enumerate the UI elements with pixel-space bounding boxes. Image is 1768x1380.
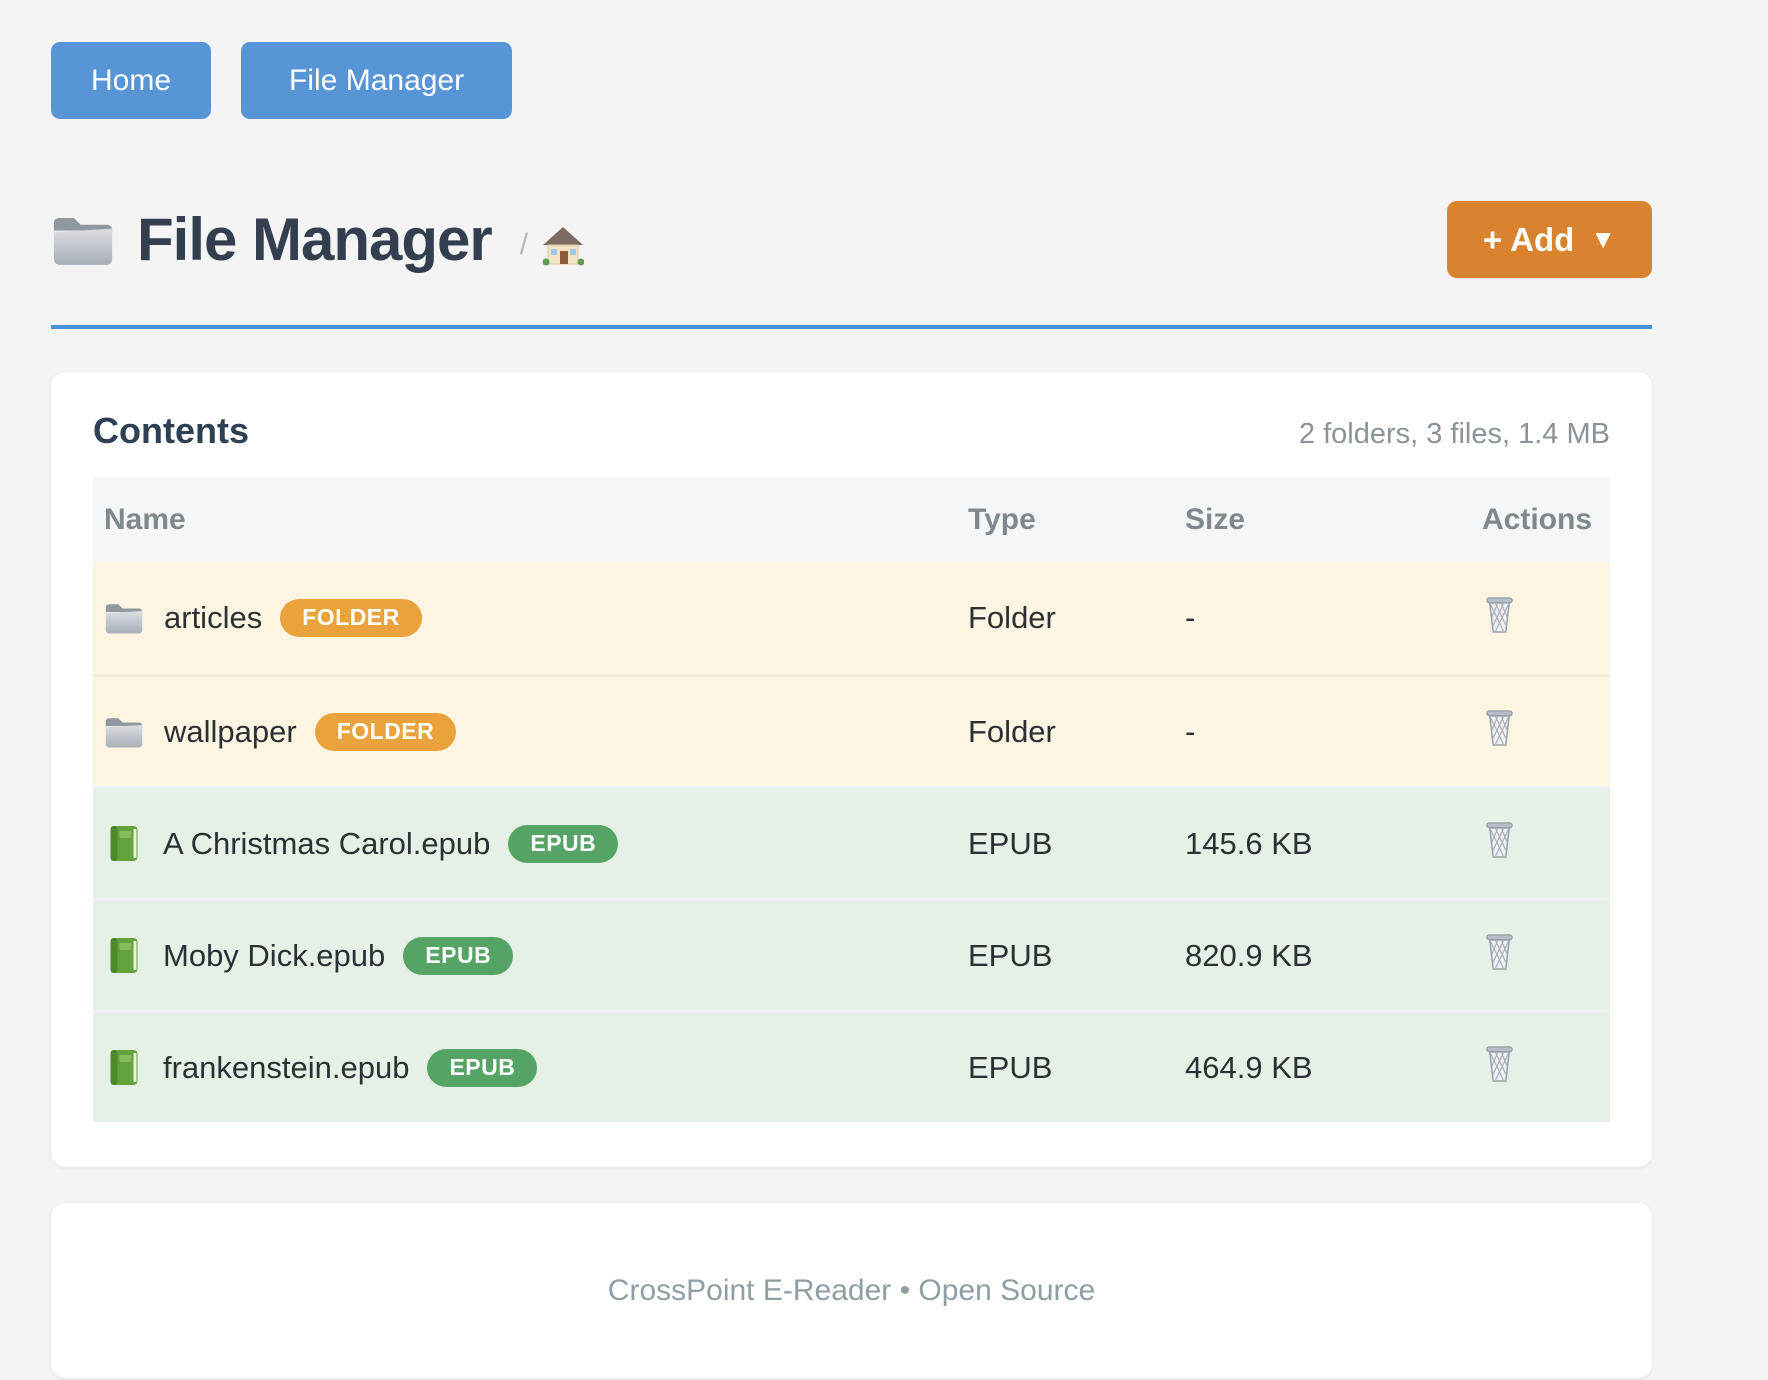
breadcrumb-separator: / [519,227,529,261]
folder-icon [105,717,143,748]
size-cell: 464.9 KB [1185,1049,1313,1085]
file-name-link[interactable]: Moby Dick.epub [163,937,386,973]
title-group: File Manager / [51,205,585,274]
column-header-type: Type [968,502,1036,536]
footer-card: CrossPoint E-Reader • Open Source [51,1203,1652,1378]
trash-icon [1486,596,1513,633]
footer-text: CrossPoint E-Reader • Open Source [607,1273,1096,1307]
size-cell: 820.9 KB [1185,937,1313,973]
folder-icon [105,604,143,634]
green-book-icon [110,1050,138,1085]
folder-name-link[interactable]: wallpaper [164,713,297,749]
file-table: Name Type Size Actions articles FOLDER F… [93,477,1610,1122]
file-name-link[interactable]: frankenstein.epub [163,1049,410,1085]
type-cell: Folder [968,713,1056,749]
delete-button[interactable] [1482,819,1517,860]
folder-icon [53,217,113,265]
file-manager-button[interactable]: File Manager [241,42,513,119]
delete-button[interactable] [1482,594,1517,635]
trash-icon [1486,1046,1513,1082]
size-cell: - [1185,600,1196,635]
contents-summary: 2 folders, 3 files, 1.4 MB [1298,418,1610,450]
green-book-icon [110,826,138,861]
table-row: frankenstein.epub EPUB EPUB 464.9 KB [93,1010,1610,1122]
home-breadcrumb-icon[interactable] [542,226,585,266]
green-book-icon [110,938,138,973]
epub-badge: EPUB [403,936,514,975]
page-header: File Manager / + Add ▼ [51,201,1652,278]
table-row: articles FOLDER Folder - [93,562,1610,674]
trash-icon [1486,710,1513,746]
size-cell: - [1185,713,1196,749]
top-nav: Home File Manager [51,42,1652,119]
header-divider [51,325,1652,329]
add-button-label: + Add [1482,220,1575,258]
table-row: Moby Dick.epub EPUB EPUB 820.9 KB [93,898,1610,1010]
folder-badge: FOLDER [314,712,457,751]
column-header-size: Size [1185,502,1246,536]
home-button[interactable]: Home [51,42,212,119]
trash-icon [1486,934,1513,970]
add-button[interactable]: + Add ▼ [1446,201,1652,278]
delete-button[interactable] [1482,1043,1517,1084]
type-cell: Folder [968,600,1056,635]
type-cell: EPUB [968,825,1053,861]
file-name-link[interactable]: A Christmas Carol.epub [163,825,491,861]
folder-badge: FOLDER [280,599,422,637]
type-cell: EPUB [968,937,1053,973]
contents-heading: Contents [93,410,249,451]
epub-badge: EPUB [508,824,619,863]
delete-button[interactable] [1482,707,1517,748]
trash-icon [1486,822,1513,858]
table-header-row: Name Type Size Actions [93,477,1610,562]
contents-card: Contents 2 folders, 3 files, 1.4 MB Name… [51,372,1652,1167]
folder-name-link[interactable]: articles [164,600,263,635]
column-header-actions: Actions [1482,502,1593,536]
column-header-name: Name [104,502,186,536]
table-row: A Christmas Carol.epub EPUB EPUB 145.6 K… [93,786,1610,898]
type-cell: EPUB [968,1049,1053,1085]
delete-button[interactable] [1482,931,1517,972]
chevron-down-icon: ▼ [1590,224,1616,254]
page-title: File Manager [137,206,493,273]
epub-badge: EPUB [427,1048,538,1087]
table-row: wallpaper FOLDER Folder - [93,674,1610,786]
size-cell: 145.6 KB [1185,825,1313,861]
